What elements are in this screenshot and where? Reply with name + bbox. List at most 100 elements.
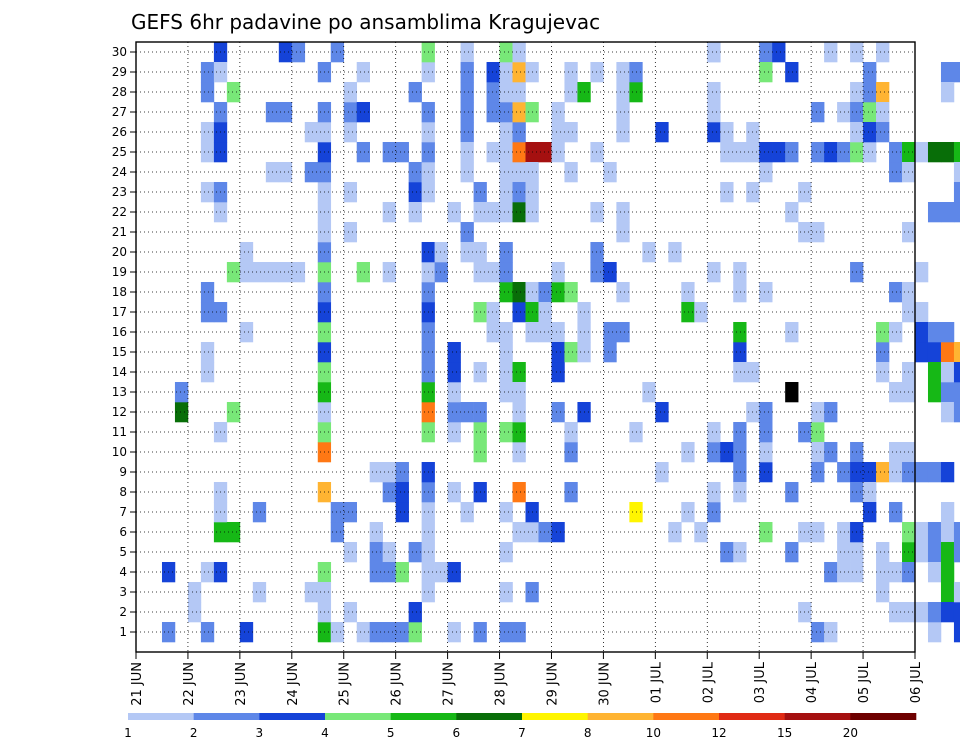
cell-308 (707, 422, 721, 443)
cell-336 (759, 522, 773, 543)
y-tick-label-1: 1 (119, 625, 127, 639)
cell-357 (811, 222, 825, 243)
cell-31 (226, 522, 241, 543)
cell-481 (953, 362, 960, 383)
cell-216 (512, 162, 526, 183)
cell-390 (863, 102, 877, 123)
cell-4 (187, 602, 202, 623)
cell-473 (953, 162, 960, 183)
cell-9 (200, 342, 215, 363)
cell-204 (499, 242, 513, 263)
cell-338 (759, 442, 773, 463)
cell-215 (512, 422, 526, 443)
cell-256 (564, 482, 578, 503)
cell-116 (408, 182, 422, 203)
legend-label-11: 20 (843, 726, 858, 740)
cell-403 (876, 462, 890, 483)
cell-275 (603, 342, 617, 363)
legend-swatch-9 (719, 713, 785, 720)
cell-255 (564, 342, 578, 363)
cell-360 (811, 402, 825, 423)
cell-2 (174, 402, 189, 423)
cell-438 (915, 522, 929, 543)
cell-211 (512, 622, 526, 643)
cell-411 (889, 442, 903, 463)
cell-105 (382, 202, 396, 223)
cell-278 (616, 202, 630, 223)
cell-179 (486, 142, 500, 163)
cell-393 (863, 122, 877, 143)
cell-460 (940, 462, 955, 483)
legend-label-8: 10 (646, 726, 661, 740)
cell-437 (915, 542, 929, 563)
cell-371 (837, 142, 851, 163)
cell-214 (512, 442, 526, 463)
cell-115 (408, 542, 422, 563)
cell-296 (681, 302, 695, 323)
cell-89 (356, 622, 370, 643)
cell-432 (915, 262, 929, 283)
cell-305 (707, 502, 721, 523)
cell-178 (486, 202, 500, 223)
x-tick-label-15: 06 JUL (909, 661, 924, 703)
cell-166 (460, 502, 474, 523)
cell-80 (330, 502, 345, 523)
cell-404 (876, 562, 890, 583)
cell-302 (707, 122, 721, 143)
cell-477 (953, 582, 960, 603)
cell-85 (343, 102, 358, 123)
cell-220 (512, 82, 526, 103)
cell-465 (940, 522, 955, 543)
cell-414 (889, 502, 903, 523)
cell-369 (824, 562, 838, 583)
cell-332 (759, 162, 773, 183)
x-tick-label-1: 22 JUN (182, 662, 197, 706)
cell-361 (811, 622, 825, 643)
cell-14 (200, 122, 215, 143)
cell-187 (499, 282, 513, 303)
cell-372 (837, 102, 851, 123)
cell-462 (940, 62, 955, 83)
y-tick-label-4: 4 (119, 565, 127, 579)
cell-225 (512, 382, 526, 403)
y-tick-label-5: 5 (119, 545, 127, 559)
legend-swatch-3 (325, 713, 391, 720)
cell-268 (590, 202, 604, 223)
cell-402 (876, 362, 890, 383)
cell-84 (343, 122, 358, 143)
cell-395 (863, 482, 877, 503)
cell-312 (720, 142, 734, 163)
cell-201 (499, 502, 513, 523)
cell-409 (889, 322, 903, 343)
cell-111 (395, 482, 409, 503)
cell-157 (460, 42, 474, 63)
cell-334 (759, 142, 773, 163)
legend-swatch-6 (522, 713, 588, 720)
cell-348 (785, 202, 799, 223)
cell-293 (668, 242, 682, 263)
cell-413 (889, 562, 903, 583)
cell-112 (395, 562, 409, 583)
cell-93 (356, 62, 370, 83)
cell-470 (953, 62, 960, 83)
cell-257 (564, 422, 578, 443)
y-tick-label-14: 14 (112, 365, 127, 379)
cell-277 (616, 322, 630, 343)
cell-314 (720, 182, 734, 203)
cell-189 (499, 202, 513, 223)
y-tick-label-10: 10 (112, 445, 127, 459)
cell-239 (538, 522, 552, 543)
cell-191 (499, 162, 513, 183)
y-tick-label-8: 8 (119, 485, 127, 499)
cell-455 (940, 342, 955, 363)
cell-479 (953, 402, 960, 423)
legend-label-1: 2 (190, 726, 198, 740)
cell-223 (512, 402, 526, 423)
cell-272 (603, 262, 617, 283)
y-tick-label-23: 23 (112, 185, 127, 199)
cell-444 (927, 362, 942, 383)
cell-292 (655, 402, 669, 423)
y-tick-label-20: 20 (112, 245, 127, 259)
cell-297 (681, 442, 695, 463)
legend-swatch-2 (259, 713, 326, 720)
